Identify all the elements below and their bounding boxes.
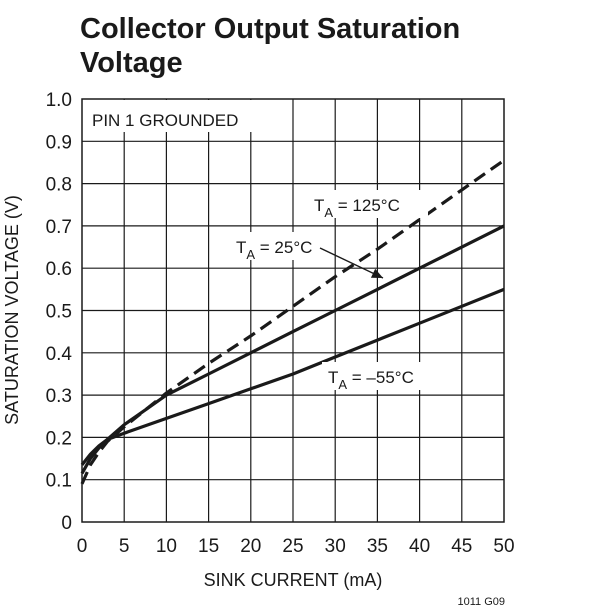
series-label-bg: [230, 232, 330, 260]
plot-frame: [81, 98, 505, 523]
x-tick-label: 15: [198, 536, 219, 557]
series-line-2: [80, 287, 505, 466]
series-label-bg: [322, 362, 440, 390]
x-tick-labels: 0 5 10 15 20 25 30 35 40 45 50: [77, 536, 515, 557]
series-label-bg: [308, 190, 428, 218]
x-tick-label: 35: [367, 536, 388, 557]
x-tick-label: 50: [493, 536, 514, 557]
condition-note-bg: [83, 100, 255, 132]
y-tick-label: 0.5: [46, 302, 72, 323]
y-tick-label: 0.3: [46, 386, 72, 407]
y-tick-label: 0.2: [46, 428, 72, 449]
chart-title-line1: Collector Output Saturation: [80, 13, 460, 45]
y-tick-labels: 0 0.1 0.2 0.3 0.4 0.5 0.6 0.7 0.8 0.9 1.0: [46, 90, 73, 534]
x-axis-label: SINK CURRENT (mA): [204, 570, 383, 590]
series-annotations: TA = 125°CTA = 25°C TA = –55°C: [230, 190, 440, 392]
series-label-1: TA = 25°C: [236, 238, 312, 262]
x-tick-label: 45: [451, 536, 472, 557]
series-label-0: TA = 125°C: [314, 196, 400, 220]
y-tick-label: 1.0: [46, 90, 72, 111]
series-lines: [80, 158, 505, 485]
y-tick-label: 0.1: [46, 471, 72, 492]
y-tick-label: 0.8: [46, 175, 72, 196]
condition-note: PIN 1 GROUNDED: [92, 111, 238, 130]
x-tick-label: 40: [409, 536, 430, 557]
annotation-arrow: [319, 247, 384, 279]
y-tick-label: 0.4: [46, 344, 73, 365]
annotation-arrowhead: [370, 268, 383, 278]
chart-title-line2: Voltage: [80, 47, 183, 79]
x-tick-label: 0: [77, 536, 88, 557]
y-tick-label: 0.7: [46, 217, 72, 238]
x-tick-label: 20: [240, 536, 261, 557]
y-axis-label: SATURATION VOLTAGE (V): [2, 195, 22, 425]
series-label-2: TA = –55°C: [328, 368, 414, 392]
x-tick-label: 5: [119, 536, 130, 557]
grid-lines: [82, 99, 504, 522]
y-tick-label: 0: [61, 513, 72, 534]
x-tick-label: 10: [156, 536, 177, 557]
series-line-0: [80, 158, 505, 485]
x-tick-label: 25: [282, 536, 303, 557]
y-tick-label: 0.9: [46, 132, 72, 153]
x-tick-label: 30: [325, 536, 346, 557]
y-tick-label: 0.6: [46, 259, 72, 280]
figure-code: 1011 G09: [457, 596, 505, 608]
